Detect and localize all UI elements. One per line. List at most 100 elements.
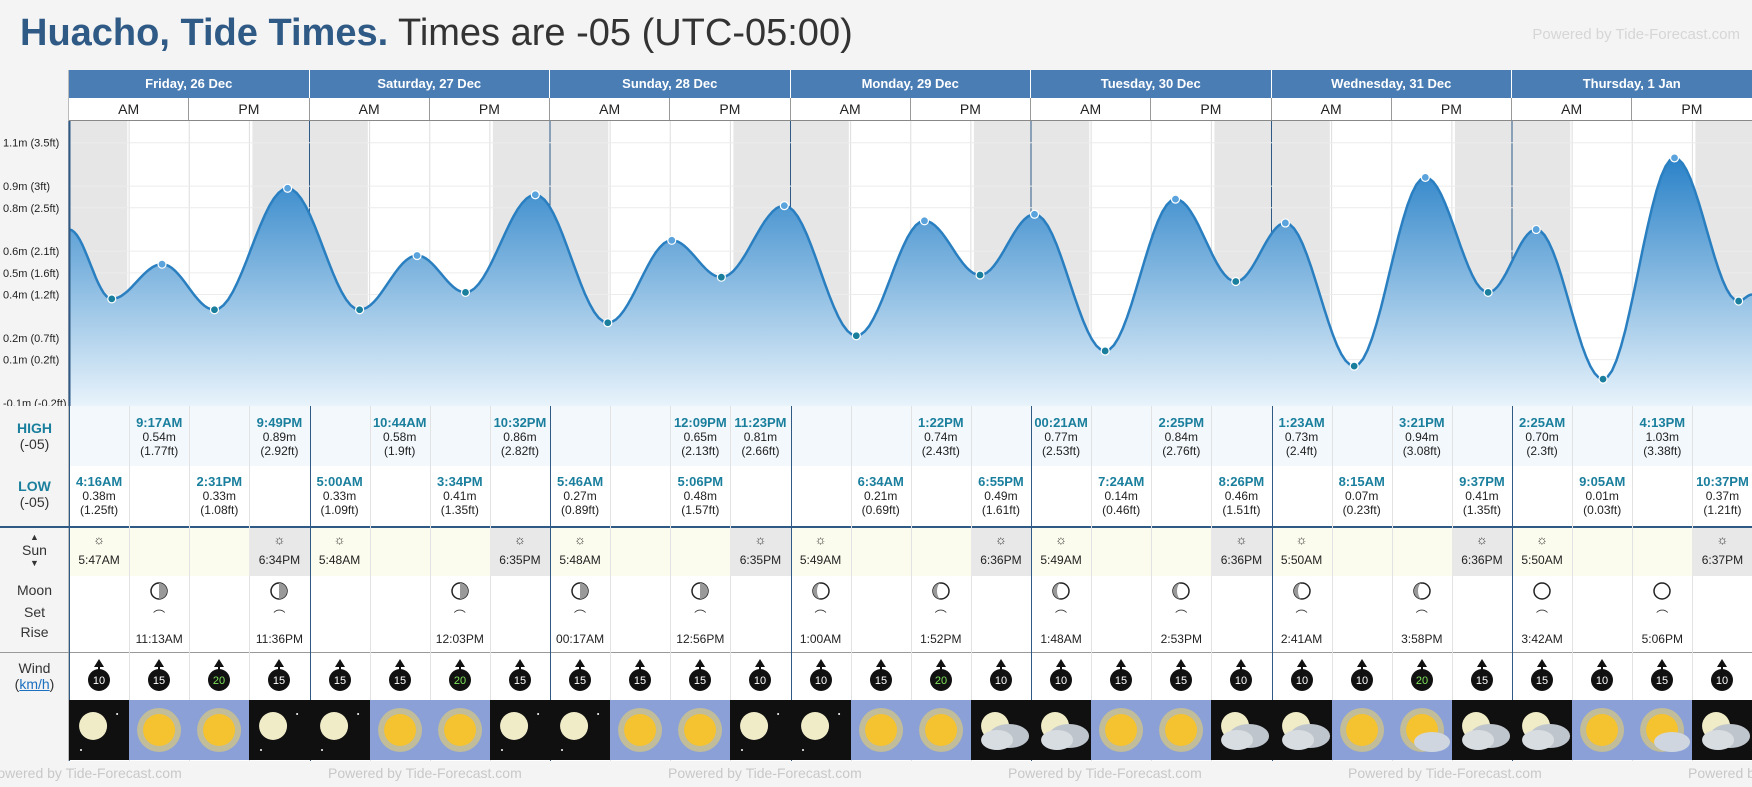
y-tick-label: 0.6m (2.1ft) bbox=[3, 246, 59, 258]
low-tide-point bbox=[1231, 276, 1241, 287]
col-line bbox=[249, 406, 251, 761]
col-line bbox=[69, 406, 70, 761]
weather-cell bbox=[790, 700, 851, 760]
col-line bbox=[1451, 406, 1453, 761]
weather-cell bbox=[1512, 700, 1573, 760]
wind-unit-link[interactable]: km/h bbox=[19, 676, 50, 692]
high-tide-cell: 12:09PM 0.65m (2.13ft) bbox=[673, 415, 727, 459]
high-tide-cell: 00:21AM 0.77m (2.53ft) bbox=[1034, 415, 1088, 459]
night-moon-icon bbox=[560, 712, 600, 751]
wind-speed: 15 bbox=[394, 675, 406, 687]
wind-arrow-icon: 15 bbox=[508, 659, 531, 691]
low-tide-point bbox=[603, 318, 613, 328]
tide-area bbox=[69, 157, 1752, 406]
am-label: AM bbox=[1031, 98, 1152, 120]
night-moon-icon bbox=[800, 712, 840, 751]
sunset-icon: ☼ bbox=[1235, 532, 1248, 547]
low-tide-point bbox=[1734, 296, 1744, 306]
sunset-time: 6:35PM bbox=[499, 553, 541, 567]
high-tide-cell: 11:23PM 0.81m (2.66ft) bbox=[734, 415, 787, 459]
sunny-icon bbox=[678, 708, 723, 752]
sunrise-icon: ☼ bbox=[1295, 532, 1308, 547]
col-line bbox=[1391, 406, 1393, 761]
pm-label: PM bbox=[1151, 98, 1272, 120]
am-label: AM bbox=[310, 98, 430, 120]
wind-speed: 15 bbox=[514, 675, 526, 687]
sunrise-time: 5:49AM bbox=[1040, 553, 1082, 567]
weather-cell bbox=[1451, 700, 1512, 760]
wind-arrow-icon: 10 bbox=[809, 659, 832, 691]
low-tide-cell: 2:31PM 0.33m (1.08ft) bbox=[196, 474, 243, 518]
am-label: AM bbox=[791, 98, 911, 120]
powered-by-top: Powered by Tide-Forecast.com bbox=[1532, 26, 1740, 43]
moon-phase-icon bbox=[1413, 582, 1431, 600]
sunset-bg bbox=[1692, 528, 1752, 576]
low-tide-cell: 8:15AM 0.07m (0.23ft) bbox=[1338, 474, 1385, 518]
wind-speed: 15 bbox=[875, 675, 887, 687]
night-moon-icon bbox=[740, 712, 780, 751]
wind-arrow-icon: 10 bbox=[989, 659, 1012, 691]
wind-arrow-icon: 15 bbox=[869, 659, 892, 691]
weather-cell bbox=[1271, 700, 1332, 760]
col-line bbox=[1692, 406, 1694, 761]
divider bbox=[0, 526, 1752, 528]
low-tide-cell: 3:34PM 0.41m (1.35ft) bbox=[437, 474, 483, 518]
wind-speed: 15 bbox=[1115, 675, 1127, 687]
sunset-icon: ☼ bbox=[754, 532, 767, 547]
wind-arrow-icon: 15 bbox=[1170, 659, 1193, 691]
night-cloud-icon bbox=[980, 712, 1029, 750]
col-line bbox=[309, 406, 311, 761]
weather-cell bbox=[249, 700, 310, 760]
sun-cloud-icon bbox=[1399, 708, 1450, 752]
sun-cloud-icon bbox=[1640, 708, 1691, 752]
high-tide-point bbox=[1669, 153, 1680, 163]
moonrise-icon: ⌒ bbox=[574, 609, 587, 623]
col-line bbox=[670, 406, 672, 761]
wind-arrow-icon: 15 bbox=[1531, 659, 1554, 691]
moon-phase-icon bbox=[1533, 582, 1551, 600]
wind-arrow-icon: 15 bbox=[388, 659, 411, 691]
wind-speed: 10 bbox=[1055, 675, 1067, 687]
low-tide-cell: 4:16AM 0.38m (1.25ft) bbox=[75, 474, 123, 518]
footer-bg bbox=[0, 761, 1752, 787]
weather-cell bbox=[910, 700, 971, 760]
y-tick-label: 0.4m (1.2ft) bbox=[3, 290, 59, 302]
sunrise-icon: ☼ bbox=[333, 532, 346, 547]
wind-arrow-icon: 10 bbox=[1350, 659, 1373, 691]
day-header: Tuesday, 30 Dec bbox=[1031, 70, 1272, 98]
wind-arrow-icon: 10 bbox=[1230, 659, 1253, 691]
weather-cell bbox=[189, 700, 250, 760]
moon-time: 12:03PM bbox=[435, 632, 484, 646]
moon-time: 2:53PM bbox=[1160, 632, 1202, 646]
weather-cell bbox=[1572, 700, 1633, 760]
low-tide-cell: 9:37PM 0.41m (1.35ft) bbox=[1459, 474, 1505, 518]
weather-cell bbox=[1091, 700, 1152, 760]
wind-arrow-icon: 10 bbox=[1711, 659, 1734, 691]
col-line bbox=[910, 406, 912, 761]
wind-arrow-icon: 15 bbox=[148, 659, 171, 691]
high-tide-point bbox=[1170, 194, 1181, 204]
pm-label: PM bbox=[189, 98, 310, 120]
low-tide-point bbox=[1349, 361, 1359, 371]
ampm-header-row: AM PM AM PM AM PM AM PM AM PM AM PM AM PM bbox=[69, 98, 1752, 121]
pm-label: PM bbox=[430, 98, 550, 120]
sunny-icon bbox=[137, 708, 182, 752]
moon-row-bg bbox=[69, 576, 1752, 652]
weather-cell bbox=[1331, 700, 1392, 760]
moonrise-icon: ⌒ bbox=[1295, 609, 1308, 623]
weather-cell bbox=[550, 700, 611, 760]
sunset-bg bbox=[249, 528, 310, 576]
high-tide-cell: 2:25PM 0.84m (2.76ft) bbox=[1158, 415, 1205, 459]
wind-speed: 20 bbox=[935, 675, 947, 687]
day-header-row: Friday, 26 Dec Saturday, 27 Dec Sunday, 28… bbox=[69, 70, 1752, 98]
high-tide-cell: 1:22PM 0.74m (2.43ft) bbox=[918, 415, 964, 459]
wind-speed: 10 bbox=[1235, 675, 1247, 687]
col-line bbox=[1211, 406, 1213, 761]
moon-phase-icon bbox=[1172, 582, 1191, 600]
col-line bbox=[1271, 406, 1273, 761]
high-tide-point bbox=[283, 183, 293, 193]
weather-cell bbox=[850, 700, 911, 760]
high-row-bg bbox=[69, 406, 1752, 466]
low-tide-cell: 8:26PM 0.46m (1.51ft) bbox=[1218, 474, 1265, 518]
weather-cell bbox=[309, 700, 370, 760]
